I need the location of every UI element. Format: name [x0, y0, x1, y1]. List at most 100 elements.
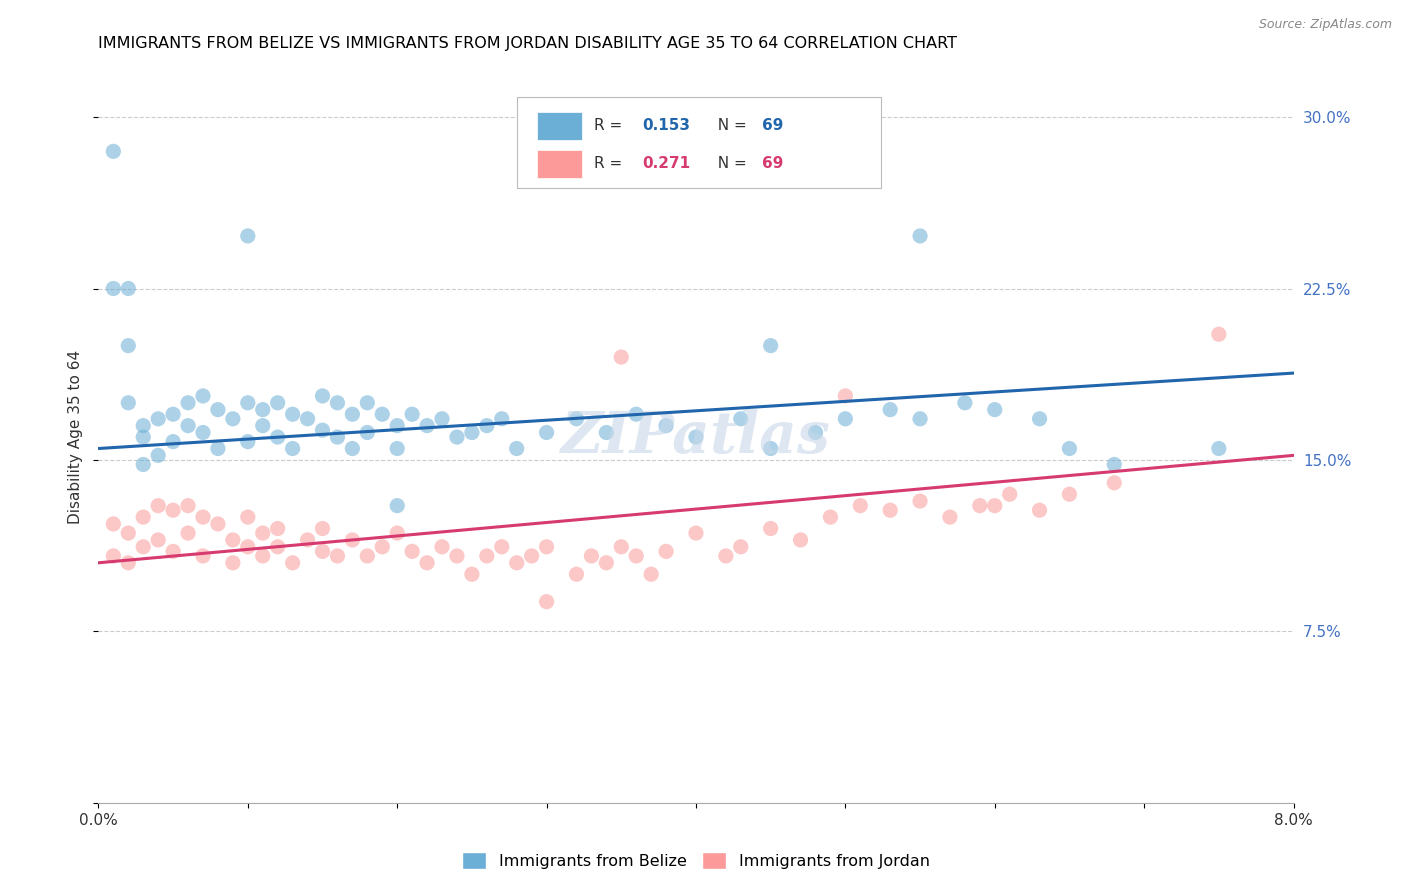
- Text: ZIPatlas: ZIPatlas: [561, 409, 831, 466]
- Point: [1104, 475, 1126, 490]
- Point: [297, 412, 319, 426]
- Point: [117, 396, 139, 410]
- Point: [491, 540, 513, 554]
- Point: [148, 533, 170, 547]
- Point: [356, 549, 378, 563]
- Point: [207, 442, 229, 456]
- Point: [252, 402, 274, 417]
- Point: [984, 402, 1007, 417]
- Point: [356, 396, 378, 410]
- Point: [879, 503, 901, 517]
- Point: [849, 499, 872, 513]
- Point: [730, 412, 752, 426]
- Point: [162, 544, 184, 558]
- Point: [1028, 503, 1050, 517]
- Point: [655, 418, 678, 433]
- Point: [506, 442, 529, 456]
- Point: [685, 526, 707, 541]
- Point: [191, 389, 214, 403]
- Point: [939, 510, 962, 524]
- Point: [401, 407, 423, 421]
- Point: [148, 449, 170, 463]
- Point: [385, 442, 409, 456]
- Point: [565, 567, 588, 582]
- Point: [117, 526, 139, 541]
- Point: [446, 430, 468, 444]
- Y-axis label: Disability Age 35 to 64: Disability Age 35 to 64: [67, 350, 83, 524]
- Point: [236, 510, 259, 524]
- Point: [148, 499, 170, 513]
- Text: Source: ZipAtlas.com: Source: ZipAtlas.com: [1258, 18, 1392, 31]
- Point: [536, 425, 558, 440]
- Point: [834, 389, 856, 403]
- Point: [162, 503, 184, 517]
- FancyBboxPatch shape: [517, 97, 882, 188]
- Text: IMMIGRANTS FROM BELIZE VS IMMIGRANTS FROM JORDAN DISABILITY AGE 35 TO 64 CORRELA: IMMIGRANTS FROM BELIZE VS IMMIGRANTS FRO…: [98, 36, 957, 51]
- Point: [132, 510, 155, 524]
- Point: [879, 402, 901, 417]
- Point: [1208, 442, 1230, 456]
- Point: [207, 402, 229, 417]
- Point: [610, 540, 633, 554]
- Point: [908, 412, 931, 426]
- Point: [714, 549, 737, 563]
- Point: [1028, 412, 1050, 426]
- Text: R =: R =: [595, 119, 627, 133]
- Point: [1208, 327, 1230, 342]
- Point: [311, 521, 333, 535]
- Point: [236, 434, 259, 449]
- Point: [148, 412, 170, 426]
- Point: [820, 510, 842, 524]
- Point: [416, 556, 439, 570]
- Point: [281, 407, 304, 421]
- Point: [475, 418, 498, 433]
- Point: [536, 540, 558, 554]
- Point: [804, 425, 827, 440]
- Point: [461, 425, 484, 440]
- Point: [236, 540, 259, 554]
- Point: [834, 412, 856, 426]
- Point: [222, 412, 245, 426]
- Point: [984, 499, 1007, 513]
- Point: [132, 540, 155, 554]
- Point: [610, 350, 633, 364]
- Point: [236, 229, 259, 244]
- Point: [342, 442, 364, 456]
- Text: 69: 69: [762, 119, 783, 133]
- Point: [342, 407, 364, 421]
- Point: [371, 407, 394, 421]
- Point: [297, 533, 319, 547]
- Point: [371, 540, 394, 554]
- Point: [655, 544, 678, 558]
- Point: [162, 407, 184, 421]
- Point: [267, 430, 290, 444]
- Point: [1059, 487, 1081, 501]
- Point: [565, 412, 588, 426]
- FancyBboxPatch shape: [537, 112, 582, 140]
- Point: [162, 434, 184, 449]
- Point: [207, 516, 229, 531]
- Point: [222, 556, 245, 570]
- Point: [132, 430, 155, 444]
- Point: [789, 533, 811, 547]
- Point: [969, 499, 991, 513]
- Text: 69: 69: [762, 156, 783, 171]
- Point: [281, 556, 304, 570]
- Point: [685, 430, 707, 444]
- Point: [385, 526, 409, 541]
- Point: [475, 549, 498, 563]
- Point: [342, 533, 364, 547]
- Point: [446, 549, 468, 563]
- Point: [311, 423, 333, 437]
- Point: [581, 549, 603, 563]
- Point: [385, 499, 409, 513]
- Point: [908, 229, 931, 244]
- Point: [759, 338, 782, 352]
- Point: [953, 396, 976, 410]
- Text: N =: N =: [709, 119, 752, 133]
- Point: [595, 425, 617, 440]
- Point: [236, 396, 259, 410]
- Point: [326, 396, 349, 410]
- Point: [117, 338, 139, 352]
- Point: [461, 567, 484, 582]
